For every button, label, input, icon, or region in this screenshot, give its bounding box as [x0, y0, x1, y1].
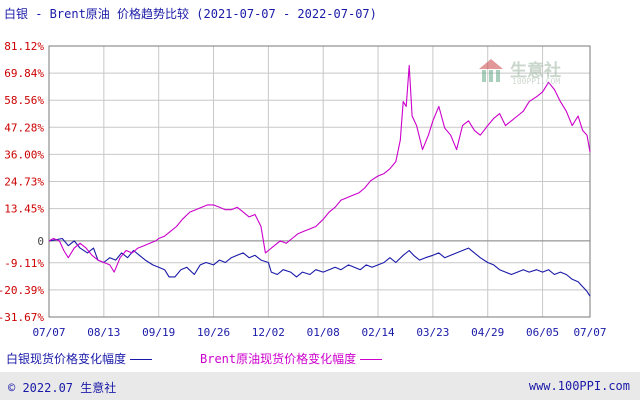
y-tick-label: 81.12% [4, 40, 44, 53]
footer-site-link[interactable]: www.100PPI.com [528, 379, 630, 393]
y-tick-label: -9.11% [4, 257, 44, 270]
x-tick-label: 06/05 [526, 326, 559, 339]
y-tick-label: -20.39% [0, 284, 44, 297]
chart-title: 白银 - Brent原油 价格趋势比较 (2021-07-07 - 2022-0… [4, 5, 377, 22]
watermark: 生意社 100PPI.COM [478, 56, 598, 92]
legend-item-silver: 白银现货价格变化幅度 [6, 350, 153, 367]
x-tick-label: 12/02 [252, 326, 285, 339]
x-tick-label: 07/07 [573, 326, 606, 339]
legend-label-brent: Brent原油现货价格变化幅度 [200, 352, 357, 366]
y-tick-label: 0 [37, 235, 44, 248]
watermark-name: 生意社 [510, 61, 561, 81]
series-line-brent [48, 64, 591, 273]
chart-legend: 白银现货价格变化幅度 Brent原油现货价格变化幅度 [0, 346, 640, 368]
y-tick-label: 58.56% [4, 94, 44, 107]
y-tick-label: 24.73% [4, 175, 44, 188]
footer-bar: © 2022.07 生意社 www.100PPI.com [0, 372, 640, 400]
legend-label-silver: 白银现货价格变化幅度 [6, 352, 127, 366]
y-tick-label: 36.00% [4, 148, 44, 161]
x-tick-label: 03/23 [416, 326, 449, 339]
legend-item-brent: Brent原油现货价格变化幅度 [200, 350, 383, 367]
x-tick-labels: 07/07 08/13 09/19 10/26 12/02 01/08 02/14 03/23… [32, 326, 606, 339]
y-tick-labels: 81.12% 69.84% 58.56% 47.28% 36.00% 24.73% 13.4… [0, 40, 44, 324]
y-tick-label: 69.84% [4, 67, 44, 80]
series-layer [48, 64, 591, 297]
series-line-silver [48, 237, 591, 297]
x-tick-label: 08/13 [87, 326, 120, 339]
y-tick-label: -31.67% [0, 311, 44, 324]
watermark-url: 100PPI.COM [512, 77, 561, 86]
y-tick-label: 13.45% [4, 203, 44, 216]
watermark-logo-icon [479, 59, 503, 82]
x-tick-label: 04/29 [471, 326, 504, 339]
x-tick-label: 02/14 [361, 326, 394, 339]
legend-swatch-silver [130, 359, 153, 360]
footer-copyright: © 2022.07 生意社 [8, 381, 117, 395]
x-tick-label: 10/26 [197, 326, 230, 339]
axis-layer [48, 45, 591, 318]
line-chart: 81.12% 69.84% 58.56% 47.28% 36.00% 24.73% 13.4… [0, 40, 607, 339]
chart-title-text: 白银 - Brent原油 价格趋势比较 [4, 7, 190, 21]
x-tick-label: 01/08 [307, 326, 340, 339]
legend-swatch-brent [360, 359, 383, 360]
chart-date-range: (2021-07-07 - 2022-07-07) [196, 7, 377, 21]
x-tick-label: 09/19 [142, 326, 175, 339]
plot-frame [48, 45, 591, 318]
y-tick-label: 47.28% [4, 121, 44, 134]
x-tick-label: 07/07 [32, 326, 65, 339]
